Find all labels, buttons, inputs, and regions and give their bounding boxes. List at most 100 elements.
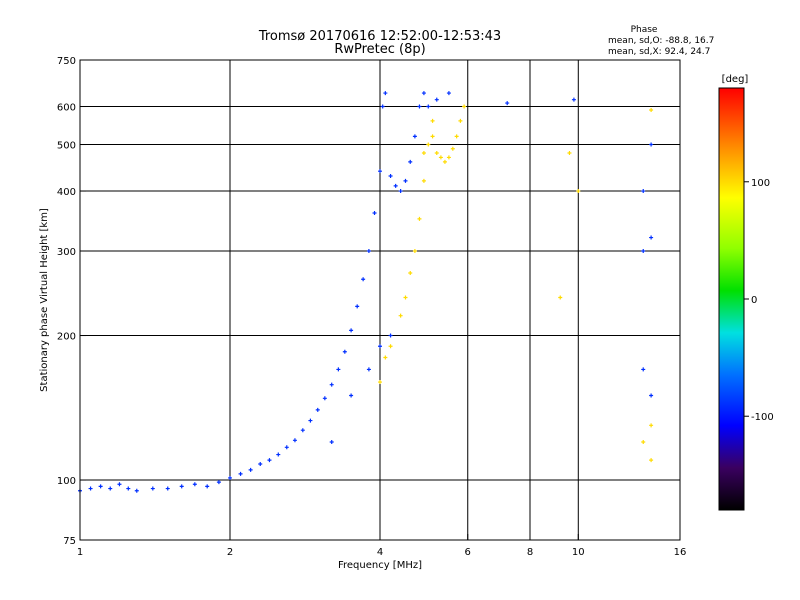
x-tick-label: 10 [572, 547, 585, 558]
data-point [641, 367, 646, 372]
data-point [571, 97, 576, 102]
data-point [378, 380, 382, 385]
y-tick-label: 75 [63, 536, 76, 547]
data-point [408, 159, 413, 164]
data-point [462, 104, 467, 109]
data-point [388, 344, 393, 349]
data-point [398, 189, 403, 194]
data-point [398, 313, 403, 318]
data-point [238, 471, 243, 476]
data-point [383, 91, 388, 96]
data-point [378, 169, 382, 174]
data-point [192, 482, 197, 487]
data-point [150, 486, 155, 491]
y-tick-label: 750 [57, 56, 76, 67]
data-point [134, 488, 139, 493]
data-point [329, 382, 334, 387]
data-point [378, 344, 382, 349]
data-point [649, 458, 654, 463]
data-point [567, 151, 572, 156]
stats-line-o: mean, sd,O: -88.8, 16.7 [608, 36, 714, 46]
data-point [349, 328, 354, 333]
data-point [216, 480, 221, 485]
colorbar-tick-label: -100 [751, 412, 774, 423]
data-point [342, 349, 347, 354]
data-point [458, 118, 463, 123]
data-point [267, 458, 272, 463]
data-point [434, 97, 439, 102]
data-point [179, 484, 184, 489]
y-axis-ticks: 75 100 200 300 400 500 600 750 [57, 56, 86, 547]
y-tick-label: 300 [57, 247, 76, 258]
grid-lines [80, 60, 680, 540]
data-point [393, 183, 398, 188]
x-axis-ticks: 1 2 4 6 8 10 16 [77, 534, 687, 558]
data-point [372, 211, 377, 216]
data-point [403, 178, 408, 183]
data-point [576, 189, 581, 194]
data-point [108, 486, 113, 491]
colorbar [718, 87, 745, 511]
x-tick-label: 2 [227, 547, 233, 558]
data-point [442, 159, 447, 164]
data-point [336, 367, 341, 372]
colorbar-label: [deg] [722, 74, 749, 85]
data-point [412, 134, 417, 139]
data-point [388, 173, 393, 178]
data-point [276, 452, 281, 457]
x-tick-label: 1 [77, 547, 83, 558]
data-point [117, 482, 122, 487]
data-point [98, 484, 103, 489]
data-point [355, 304, 360, 309]
y-tick-label: 200 [57, 332, 76, 343]
data-point [284, 445, 289, 450]
data-point [361, 277, 366, 282]
data-point [446, 91, 451, 96]
y-tick-label: 400 [57, 187, 76, 198]
data-point [454, 134, 459, 139]
data-point [228, 475, 232, 480]
colorbar-tick-label: 100 [751, 178, 770, 189]
data-point [383, 355, 388, 360]
stats-line-x: mean, sd,X: 92.4, 24.7 [608, 47, 710, 57]
data-point [558, 295, 563, 300]
data-point [322, 396, 327, 401]
data-point [88, 486, 93, 491]
data-point [329, 440, 334, 445]
data-point [403, 295, 408, 300]
data-point [248, 467, 253, 472]
data-point [426, 104, 431, 109]
data-point [315, 407, 320, 412]
colorbar-ticks: 100 0 -100 [744, 178, 774, 423]
data-point [505, 101, 510, 106]
data-point [165, 486, 170, 491]
data-point [417, 104, 422, 109]
data-point [641, 249, 646, 254]
x-tick-label: 6 [465, 547, 471, 558]
data-point [438, 155, 443, 160]
data-point [205, 484, 210, 489]
data-point [308, 418, 313, 423]
data-point [292, 438, 297, 443]
chart-title: Tromsø 20170616 12:52:00-12:53:43 [258, 29, 501, 44]
data-point [641, 440, 646, 445]
data-point [434, 151, 439, 156]
x-axis-label: Frequency [MHz] [338, 560, 422, 571]
y-tick-label: 600 [57, 103, 76, 114]
data-point [366, 249, 371, 254]
colorbar-tick-label: 0 [751, 295, 757, 306]
data-points [78, 91, 654, 493]
data-point [380, 104, 385, 109]
data-point [126, 486, 131, 491]
data-point [258, 461, 263, 466]
y-tick-label: 500 [57, 141, 76, 152]
data-point [649, 142, 654, 147]
chart-subtitle: RwPretec (8p) [334, 42, 425, 57]
x-tick-label: 16 [674, 547, 687, 558]
data-point [446, 155, 451, 160]
y-axis-label: Stationary phase Virtual Height [km] [39, 208, 50, 392]
data-point [450, 146, 455, 151]
data-point [300, 428, 305, 433]
x-tick-label: 4 [377, 547, 383, 558]
